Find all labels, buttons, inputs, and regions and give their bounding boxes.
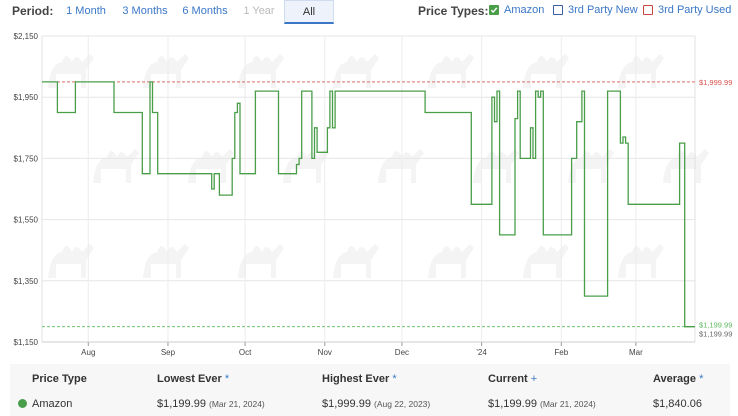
x-tick-label: Aug (81, 348, 95, 357)
y-tick-label: $2,150 (14, 32, 39, 41)
y-tick-label: $1,150 (14, 338, 39, 347)
current-price-label: $1,199.99 (699, 330, 732, 339)
camel-watermark-icon (48, 54, 94, 88)
camel-watermark-icon (523, 244, 569, 278)
camel-watermark-icon (523, 54, 569, 88)
x-axis: Aug Sep Oct Nov Dec '24 Feb Mar (42, 341, 695, 357)
camel-watermark-icon (93, 149, 139, 183)
x-tick-label: Dec (395, 348, 409, 357)
price-history-chart[interactable]: $1,999.99 $1,199.99$1,199.99 $2,150 $1,950… (0, 28, 738, 360)
camel-watermark-icon (473, 149, 519, 183)
camel-watermark-icon (238, 54, 284, 88)
chart-grid (41, 35, 696, 343)
period-1-year-button: 1 Year (243, 5, 275, 17)
row-lowest-ever: $1,199.99 (Mar 21, 2024) (157, 398, 265, 410)
camel-watermark-icon (143, 244, 189, 278)
reference-line-label: $1,199.99 (699, 321, 732, 330)
header-lowest-ever: Lowest Ever * (157, 373, 230, 385)
y-tick-label: $1,950 (14, 93, 39, 102)
reference-lines: $1,999.99 $1,199.99$1,199.99 (42, 78, 732, 339)
amazon-price-line (42, 81, 695, 328)
camel-watermark-icon (283, 149, 329, 183)
header-highest-ever: Highest Ever * (322, 373, 397, 385)
amazon-series-dot (18, 399, 27, 408)
third-party-new-checkbox-label[interactable]: 3rd Party New (568, 4, 638, 16)
x-tick-label: Feb (554, 348, 568, 357)
price-types-label: Price Types: (418, 4, 489, 18)
camel-watermark-icon (143, 54, 189, 88)
row-average: $1,840.06 (653, 398, 702, 410)
third-party-used-checkbox[interactable] (643, 5, 653, 15)
camel-watermark-icon (333, 54, 379, 88)
period-6-months-button[interactable]: 6 Months (182, 5, 228, 17)
camel-watermark-icon (618, 54, 664, 88)
camel-watermark-icon (238, 244, 284, 278)
x-tick-label: Oct (239, 348, 252, 357)
camel-watermark-icon (333, 244, 379, 278)
series-lines (42, 81, 695, 328)
camel-watermark-icon (48, 244, 94, 278)
x-tick-label: Mar (629, 348, 643, 357)
y-tick-label: $1,750 (14, 154, 39, 163)
camel-watermark (48, 54, 709, 278)
camel-watermark-icon (618, 244, 664, 278)
header-average: Average * (653, 373, 704, 385)
y-tick-label: $1,350 (14, 277, 39, 286)
price-summary-table: Price Type Lowest Ever * Highest Ever * … (10, 364, 730, 416)
period-label: Period: (12, 4, 54, 18)
camel-watermark-icon (188, 149, 234, 183)
third-party-used-checkbox-label[interactable]: 3rd Party Used (658, 4, 732, 16)
y-axis: $2,150 $1,950 $1,750 $1,550 $1,350 $1,150 (14, 32, 39, 347)
third-party-new-checkbox[interactable] (553, 5, 563, 15)
period-1-month-button[interactable]: 1 Month (66, 5, 106, 17)
row-current: $1,199.99 (Mar 21, 2024) (488, 398, 596, 410)
header-current: Current + (488, 373, 538, 385)
controls-bar: Period: 1 Month 3 Months 6 Months 1 Year… (0, 0, 738, 24)
period-3-months-button[interactable]: 3 Months (122, 5, 168, 17)
camel-watermark-icon (568, 149, 614, 183)
camel-watermark-icon (428, 54, 474, 88)
camel-watermark-icon (378, 149, 424, 183)
x-tick-label: Sep (161, 348, 176, 357)
header-price-type: Price Type (32, 373, 87, 385)
y-tick-label: $1,550 (14, 216, 39, 225)
reference-line-label: $1,999.99 (699, 78, 732, 87)
camel-watermark-icon (663, 149, 709, 183)
x-tick-label: Nov (318, 348, 332, 357)
amazon-checkbox[interactable] (489, 5, 499, 15)
x-tick-label: '24 (476, 348, 487, 357)
period-all-button[interactable]: All (284, 0, 334, 24)
row-highest-ever: $1,999.99 (Aug 22, 2023) (322, 398, 431, 410)
row-price-type: Amazon (32, 398, 73, 410)
camel-watermark-icon (428, 244, 474, 278)
amazon-checkbox-label[interactable]: Amazon (504, 4, 545, 16)
